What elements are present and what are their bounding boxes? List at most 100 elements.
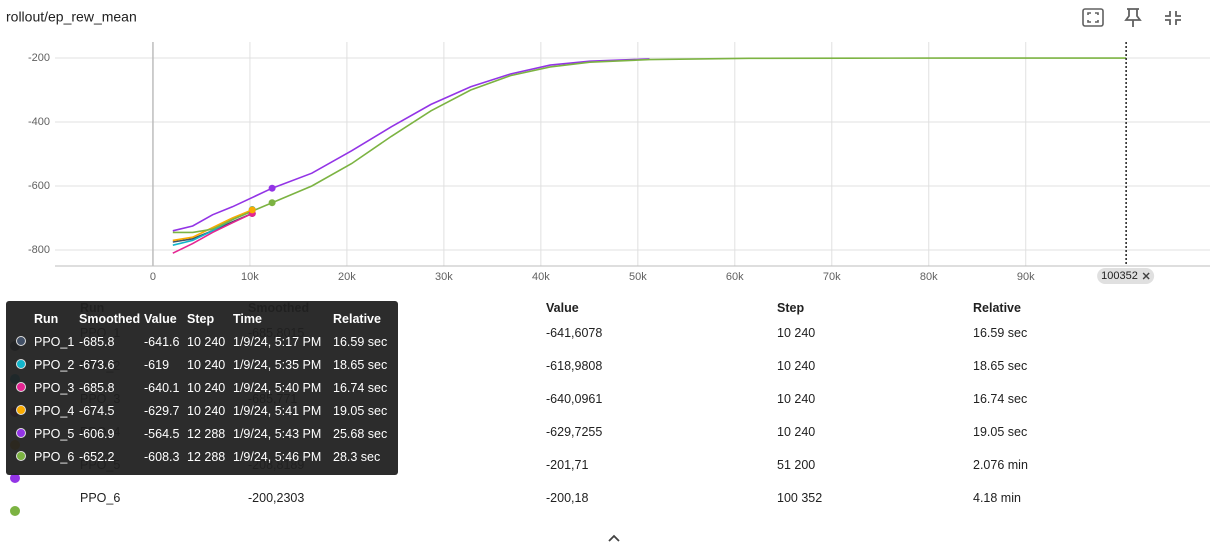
x-tick-label: 0 bbox=[150, 271, 156, 283]
tooltip-cell: 1/9/24, 5:40 PM bbox=[233, 381, 322, 395]
tooltip-cell: 28.3 sec bbox=[333, 450, 381, 464]
tooltip-cell: 10 240 bbox=[187, 358, 226, 372]
tooltip-cell: -629.7 bbox=[144, 404, 180, 418]
tooltip-cell: 18.65 sec bbox=[333, 358, 388, 372]
series-line bbox=[172, 212, 253, 254]
y-tick-label: -600 bbox=[28, 180, 50, 192]
table-cell: 2.076 min bbox=[973, 458, 1028, 472]
tooltip-cell: PPO_4 bbox=[34, 404, 75, 418]
table-cell: 10 240 bbox=[777, 359, 816, 373]
table-header: Value bbox=[546, 301, 579, 315]
tooltip-cell: -685.8 bbox=[79, 335, 115, 349]
table-cell: 51 200 bbox=[777, 458, 816, 472]
tooltip-cell: 12 288 bbox=[187, 450, 226, 464]
tooltip-cell: -608.3 bbox=[144, 450, 180, 464]
tooltip-cell: 1/9/24, 5:17 PM bbox=[233, 335, 322, 349]
x-tick-label: 80k bbox=[920, 271, 938, 283]
y-tick-label: -800 bbox=[28, 244, 50, 256]
chart-title: rollout/ep_rew_mean bbox=[6, 9, 137, 25]
y-tick-label: -400 bbox=[28, 116, 50, 128]
tooltip-cell: 12 288 bbox=[187, 427, 226, 441]
x-tick-label: 50k bbox=[629, 271, 647, 283]
run-color-dot bbox=[16, 428, 26, 438]
tooltip-cell: -640.1 bbox=[144, 381, 180, 395]
hover-marker bbox=[248, 206, 256, 214]
hover-marker bbox=[268, 199, 276, 207]
tooltip-cell: -652.2 bbox=[79, 450, 115, 464]
x-tick-label: 30k bbox=[435, 271, 453, 283]
table-cell: -200,18 bbox=[546, 491, 589, 505]
tooltip-cell: 25.68 sec bbox=[333, 427, 388, 441]
x-tick-label: 10k bbox=[241, 271, 259, 283]
tooltip-cell: 10 240 bbox=[187, 335, 226, 349]
table-header: Step bbox=[777, 301, 805, 315]
pin-icon[interactable] bbox=[1124, 8, 1142, 27]
tooltip-cell: -619 bbox=[144, 358, 170, 372]
tooltip-header: Smoothed bbox=[79, 312, 141, 326]
tooltip-cell: PPO_6 bbox=[34, 450, 75, 464]
tooltip: Run Smoothed Value Step Time Relative PPO_1 -68… bbox=[6, 301, 398, 475]
series-line bbox=[172, 209, 253, 242]
table-cell: -618,9808 bbox=[546, 359, 603, 373]
fullscreen-icon[interactable] bbox=[1082, 8, 1104, 27]
table-cell: 10 240 bbox=[777, 425, 816, 439]
x-tick-label: 60k bbox=[726, 271, 744, 283]
table-cell: 19.05 sec bbox=[973, 425, 1028, 439]
tooltip-cell: 1/9/24, 5:35 PM bbox=[233, 358, 322, 372]
tooltip-cell: -606.9 bbox=[79, 427, 115, 441]
tooltip-header: Run bbox=[34, 312, 59, 326]
table-cell: 16.59 sec bbox=[973, 326, 1028, 340]
table-cell: 10 240 bbox=[777, 392, 816, 406]
tooltip-cell: -674.5 bbox=[79, 404, 115, 418]
table-cell: 4.18 min bbox=[973, 491, 1021, 505]
tooltip-cell: 10 240 bbox=[187, 381, 226, 395]
expand-chevron[interactable] bbox=[608, 534, 620, 542]
tooltip-cell: PPO_1 bbox=[34, 335, 75, 349]
x-tick-label: 90k bbox=[1017, 271, 1035, 283]
run-color-dot bbox=[16, 451, 26, 461]
table-cell: -641,6078 bbox=[546, 326, 603, 340]
series-line bbox=[172, 58, 650, 232]
collapse-icon[interactable] bbox=[1165, 11, 1181, 25]
run-color-dot bbox=[10, 473, 20, 483]
table-cell: -640,0961 bbox=[546, 392, 603, 406]
table-cell: 16.74 sec bbox=[973, 392, 1028, 406]
table-cell: -629,7255 bbox=[546, 425, 603, 439]
tooltip-cell: 10 240 bbox=[187, 404, 226, 418]
x-tick-label: 20k bbox=[338, 271, 356, 283]
tooltip-cell: 16.74 sec bbox=[333, 381, 388, 395]
tooltip-header: Step bbox=[187, 312, 215, 326]
tooltip-cell: -641.6 bbox=[144, 335, 180, 349]
x-tick-label: 40k bbox=[532, 271, 550, 283]
run-color-dot bbox=[16, 336, 26, 346]
table-cell: -201,71 bbox=[546, 458, 589, 472]
series-line bbox=[172, 57, 1127, 234]
table-cell: 18.65 sec bbox=[973, 359, 1028, 373]
tooltip-cell: 19.05 sec bbox=[333, 404, 388, 418]
tooltip-cell: -564.5 bbox=[144, 427, 180, 441]
tooltip-cell: 1/9/24, 5:46 PM bbox=[233, 450, 322, 464]
table-cell: PPO_6 bbox=[80, 491, 121, 505]
tooltip-header: Time bbox=[233, 312, 262, 326]
tooltip-cell: -673.6 bbox=[79, 358, 115, 372]
tooltip-cell: 1/9/24, 5:43 PM bbox=[233, 427, 322, 441]
y-tick-label: -200 bbox=[28, 52, 50, 64]
tooltip-cell: -685.8 bbox=[79, 381, 115, 395]
hover-marker bbox=[268, 184, 276, 192]
tooltip-cell: PPO_2 bbox=[34, 358, 75, 372]
table-cell: 100 352 bbox=[777, 491, 823, 505]
table-cell: -200,2303 bbox=[248, 491, 305, 505]
tooltip-cell: 1/9/24, 5:41 PM bbox=[233, 404, 322, 418]
run-color-dot bbox=[16, 405, 26, 415]
x-tick-label: 70k bbox=[823, 271, 841, 283]
cursor-label: 100352 bbox=[1101, 270, 1138, 282]
run-color-dot bbox=[16, 382, 26, 392]
tooltip-header: Relative bbox=[333, 312, 381, 326]
tooltip-cell: PPO_5 bbox=[34, 427, 75, 441]
tooltip-header: Value bbox=[144, 312, 177, 326]
table-header: Relative bbox=[973, 301, 1021, 315]
tooltip-cell: 16.59 sec bbox=[333, 335, 388, 349]
run-color-dot bbox=[16, 359, 26, 369]
